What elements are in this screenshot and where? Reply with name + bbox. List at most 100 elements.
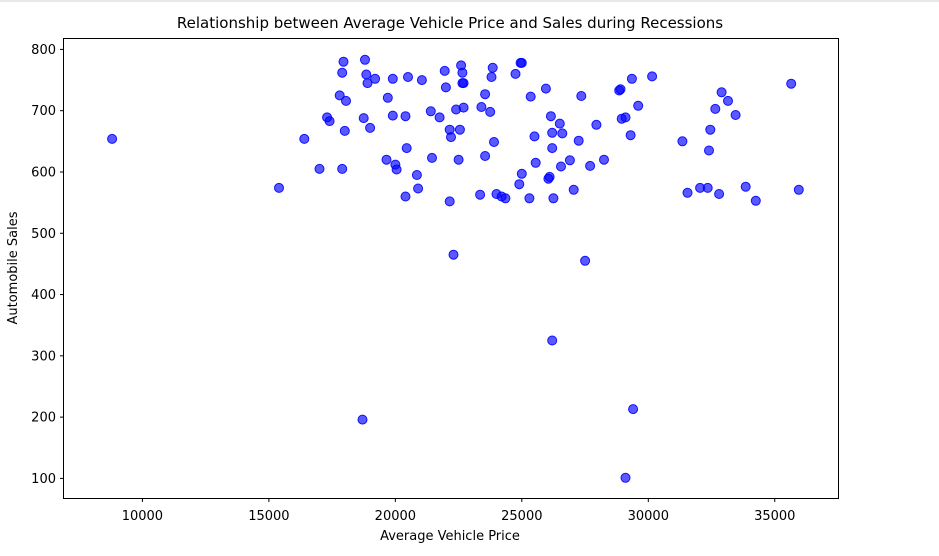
data-point-2 [299, 133, 310, 144]
data-point-35 [439, 65, 450, 76]
data-point-71 [544, 171, 555, 182]
data-point-39 [446, 132, 456, 143]
data-point-33 [427, 152, 437, 163]
data-point-96 [633, 100, 644, 111]
data-point-82 [573, 135, 584, 146]
y-axis: 100 200 300 400 500 600 700 800 [31, 43, 64, 487]
data-point-10 [339, 125, 350, 136]
data-point-94 [626, 73, 637, 84]
data-point-14 [360, 54, 370, 65]
data-point-101 [702, 182, 713, 193]
y-tick-label: 500 [31, 227, 56, 242]
data-point-86 [591, 119, 602, 130]
data-point-53 [485, 106, 496, 117]
data-point-97 [647, 71, 658, 82]
data-point-45 [457, 67, 468, 78]
data-point-108 [730, 110, 741, 120]
data-point-0 [107, 133, 118, 144]
data-point-28 [403, 72, 413, 82]
data-point-59 [500, 193, 511, 204]
data-point-85 [585, 160, 596, 171]
data-point-74 [547, 143, 558, 154]
data-point-77 [554, 118, 565, 129]
y-tick-label: 300 [31, 349, 56, 364]
data-point-99 [682, 187, 693, 198]
data-point-26 [400, 111, 411, 122]
data-point-48 [458, 78, 469, 89]
data-point-61 [514, 179, 525, 190]
data-point-37 [444, 196, 455, 207]
data-point-56 [489, 137, 499, 147]
data-point-80 [564, 155, 575, 166]
data-point-73 [547, 127, 558, 138]
data-point-76 [548, 193, 559, 204]
y-tick-label: 400 [31, 288, 56, 303]
data-point-50 [476, 102, 487, 112]
data-point-27 [401, 143, 412, 154]
data-point-111 [786, 78, 797, 89]
data-point-22 [387, 73, 398, 84]
data-point-13 [358, 113, 369, 124]
data-point-21 [387, 110, 398, 121]
plot-frame [63, 38, 839, 499]
data-point-30 [413, 183, 424, 194]
data-point-98 [677, 136, 688, 147]
x-axis: 10000 15000 20000 25000 30000 35000 [122, 498, 795, 524]
data-point-32 [425, 106, 436, 117]
x-tick-label: 35000 [754, 509, 795, 524]
data-point-75 [547, 335, 558, 346]
data-point-15 [361, 69, 372, 80]
data-point-43 [454, 124, 465, 135]
y-tick-label: 800 [31, 43, 56, 58]
data-point-1 [274, 182, 284, 193]
data-point-87 [599, 154, 609, 165]
data-point-40 [448, 249, 459, 260]
data-point-3 [314, 163, 325, 174]
y-tick-label: 100 [31, 472, 56, 487]
x-tick-label: 20000 [375, 509, 416, 524]
points-layer [107, 54, 804, 483]
data-point-25 [400, 191, 411, 202]
data-point-109 [740, 181, 751, 192]
x-axis-label: Average Vehicle Price [380, 529, 520, 544]
y-axis-label: Automobile Sales [6, 211, 21, 324]
data-point-29 [411, 170, 422, 180]
data-point-84 [580, 255, 591, 266]
x-tick-label: 30000 [628, 509, 669, 524]
data-point-49 [475, 189, 486, 200]
data-point-19 [381, 154, 392, 165]
data-point-110 [750, 195, 761, 206]
data-point-36 [440, 82, 451, 93]
data-point-106 [716, 87, 727, 98]
data-point-104 [710, 103, 721, 114]
data-point-9 [338, 56, 349, 67]
data-point-69 [540, 83, 551, 94]
data-point-95 [628, 404, 639, 415]
data-point-7 [337, 163, 348, 174]
x-tick-label: 15000 [248, 509, 289, 524]
data-point-20 [382, 92, 393, 103]
data-point-5 [324, 116, 335, 127]
data-point-60 [510, 68, 521, 79]
data-point-91 [620, 472, 631, 483]
data-point-64 [516, 168, 527, 179]
data-point-72 [545, 111, 556, 122]
data-point-79 [557, 128, 568, 139]
y-tick-label: 200 [31, 411, 56, 426]
x-tick-label: 25000 [501, 509, 542, 524]
data-point-67 [529, 131, 540, 142]
data-point-78 [556, 161, 566, 172]
data-point-112 [793, 184, 804, 195]
data-point-107 [723, 95, 733, 106]
data-point-42 [453, 154, 464, 165]
y-tick-label: 700 [31, 104, 56, 119]
data-point-92 [620, 112, 631, 123]
data-point-6 [334, 90, 345, 101]
data-point-55 [487, 62, 498, 73]
data-point-63 [516, 57, 527, 68]
data-point-12 [357, 414, 368, 425]
data-point-66 [525, 91, 536, 102]
data-point-105 [714, 189, 725, 199]
data-point-24 [391, 164, 402, 175]
